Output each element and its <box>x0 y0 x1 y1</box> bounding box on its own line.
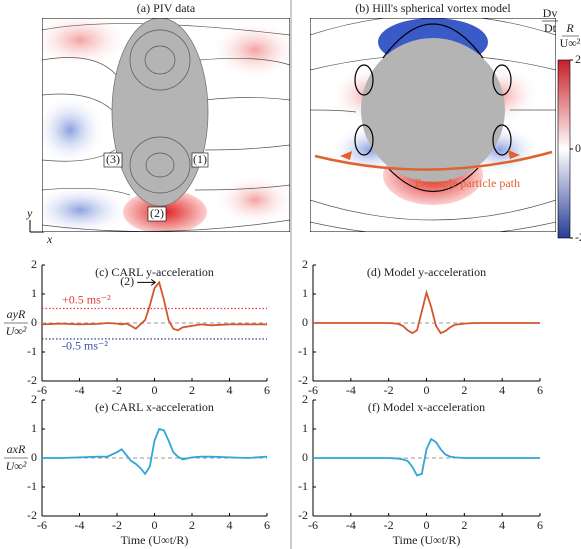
piv-image <box>42 18 290 232</box>
x-tick-label: -4 <box>75 518 85 532</box>
x-tick-label: 2 <box>189 383 195 397</box>
y-tick-label: 0 <box>31 315 37 329</box>
data-line <box>42 427 268 476</box>
data-line <box>313 289 540 335</box>
x-tick-label: -2 <box>112 383 122 397</box>
panel-title: (a) PIV data <box>137 1 196 15</box>
chart-title: (f) Model x-acceleration <box>368 400 485 414</box>
reference-label: +0.5 ms⁻² <box>62 292 111 306</box>
x-tick-label: -2 <box>384 518 394 532</box>
panel-title: (b) Hill's spherical vortex model <box>355 1 511 15</box>
colorbar-title: R <box>565 21 574 35</box>
y-tick-label: 0 <box>302 315 308 329</box>
y-tick-label: 1 <box>302 421 308 435</box>
region-label: (2) <box>150 206 164 220</box>
axis-y-icon: y <box>26 206 33 220</box>
x-tick-label: 4 <box>499 383 505 397</box>
colorbar <box>557 59 571 239</box>
data-line <box>41 280 267 332</box>
x-tick-label: 0 <box>152 518 158 532</box>
y-tick-label: 2 <box>31 257 37 271</box>
y-tick-label: -2 <box>27 373 37 387</box>
y-tick-label: 2 <box>302 257 308 271</box>
path-annotation: Example particle path <box>415 176 520 190</box>
y-tick-label: 2 <box>31 392 37 406</box>
x-tick-label: 6 <box>537 518 543 532</box>
x-tick-label: -6 <box>37 383 47 397</box>
y-tick-label: 1 <box>31 286 37 300</box>
colorbar-tick-label: -2 <box>575 230 581 244</box>
chart-title: (d) Model y-acceleration <box>367 265 486 279</box>
annotation: (2) <box>120 274 134 288</box>
y-tick-label: 0 <box>31 450 37 464</box>
colorbar-tick-label: 0 <box>575 141 581 155</box>
x-tick-label: -4 <box>346 518 356 532</box>
reference-label: -0.5 ms⁻² <box>62 339 108 353</box>
x-tick-label: 2 <box>461 383 467 397</box>
label-box <box>191 152 209 168</box>
y-tick-label: -2 <box>298 373 308 387</box>
label-box <box>103 152 123 168</box>
chart-title: (e) CARL x-acceleration <box>95 400 214 414</box>
colorbar-title: Dv <box>543 6 558 20</box>
y-tick-label: 2 <box>302 392 308 406</box>
colorbar-title: U∞² <box>560 36 581 50</box>
region-label: (1) <box>193 152 207 166</box>
y-label: U∞² <box>6 459 27 473</box>
y-tick-label: 0 <box>302 450 308 464</box>
y-label: U∞² <box>6 324 27 338</box>
x-tick-label: -4 <box>346 383 356 397</box>
x-tick-label: -6 <box>37 518 47 532</box>
y-label: axR <box>7 442 26 456</box>
region-label: (3) <box>106 152 120 166</box>
y-tick-label: -1 <box>298 479 308 493</box>
x-tick-label: -6 <box>308 383 318 397</box>
x-tick-label: 6 <box>264 518 270 532</box>
y-tick-label: -1 <box>298 344 308 358</box>
colorbar-title: Dt <box>544 21 557 35</box>
y-tick-label: 1 <box>31 421 37 435</box>
x-tick-label: 0 <box>424 383 430 397</box>
axes-icon <box>29 220 44 233</box>
y-label: ayR <box>7 307 26 321</box>
colorbar-tick-label: 2 <box>575 52 581 66</box>
x-label: Time (U∞t/R) <box>393 533 461 547</box>
annotation-arrow <box>137 279 157 286</box>
x-tick-label: 6 <box>264 383 270 397</box>
label-box <box>147 206 167 222</box>
model-image <box>310 18 556 232</box>
x-tick-label: 0 <box>152 383 158 397</box>
x-tick-label: 2 <box>189 518 195 532</box>
y-tick-label: -1 <box>27 344 37 358</box>
x-label: Time (U∞t/R) <box>121 533 189 547</box>
y-tick-label: -2 <box>27 508 37 522</box>
x-tick-label: 4 <box>499 518 505 532</box>
x-tick-label: -4 <box>75 383 85 397</box>
x-tick-label: -2 <box>112 518 122 532</box>
x-tick-label: -2 <box>384 383 394 397</box>
data-line <box>313 437 540 477</box>
x-tick-label: 0 <box>424 518 430 532</box>
x-tick-label: -6 <box>308 518 318 532</box>
axis-x-icon: x <box>46 232 53 246</box>
x-tick-label: 4 <box>227 518 233 532</box>
x-tick-label: 4 <box>227 383 233 397</box>
y-tick-label: -1 <box>27 479 37 493</box>
x-tick-label: 6 <box>537 383 543 397</box>
x-tick-label: 2 <box>461 518 467 532</box>
chart-title: (c) CARL y-acceleration <box>95 265 214 279</box>
y-tick-label: -2 <box>298 508 308 522</box>
y-tick-label: 1 <box>302 286 308 300</box>
